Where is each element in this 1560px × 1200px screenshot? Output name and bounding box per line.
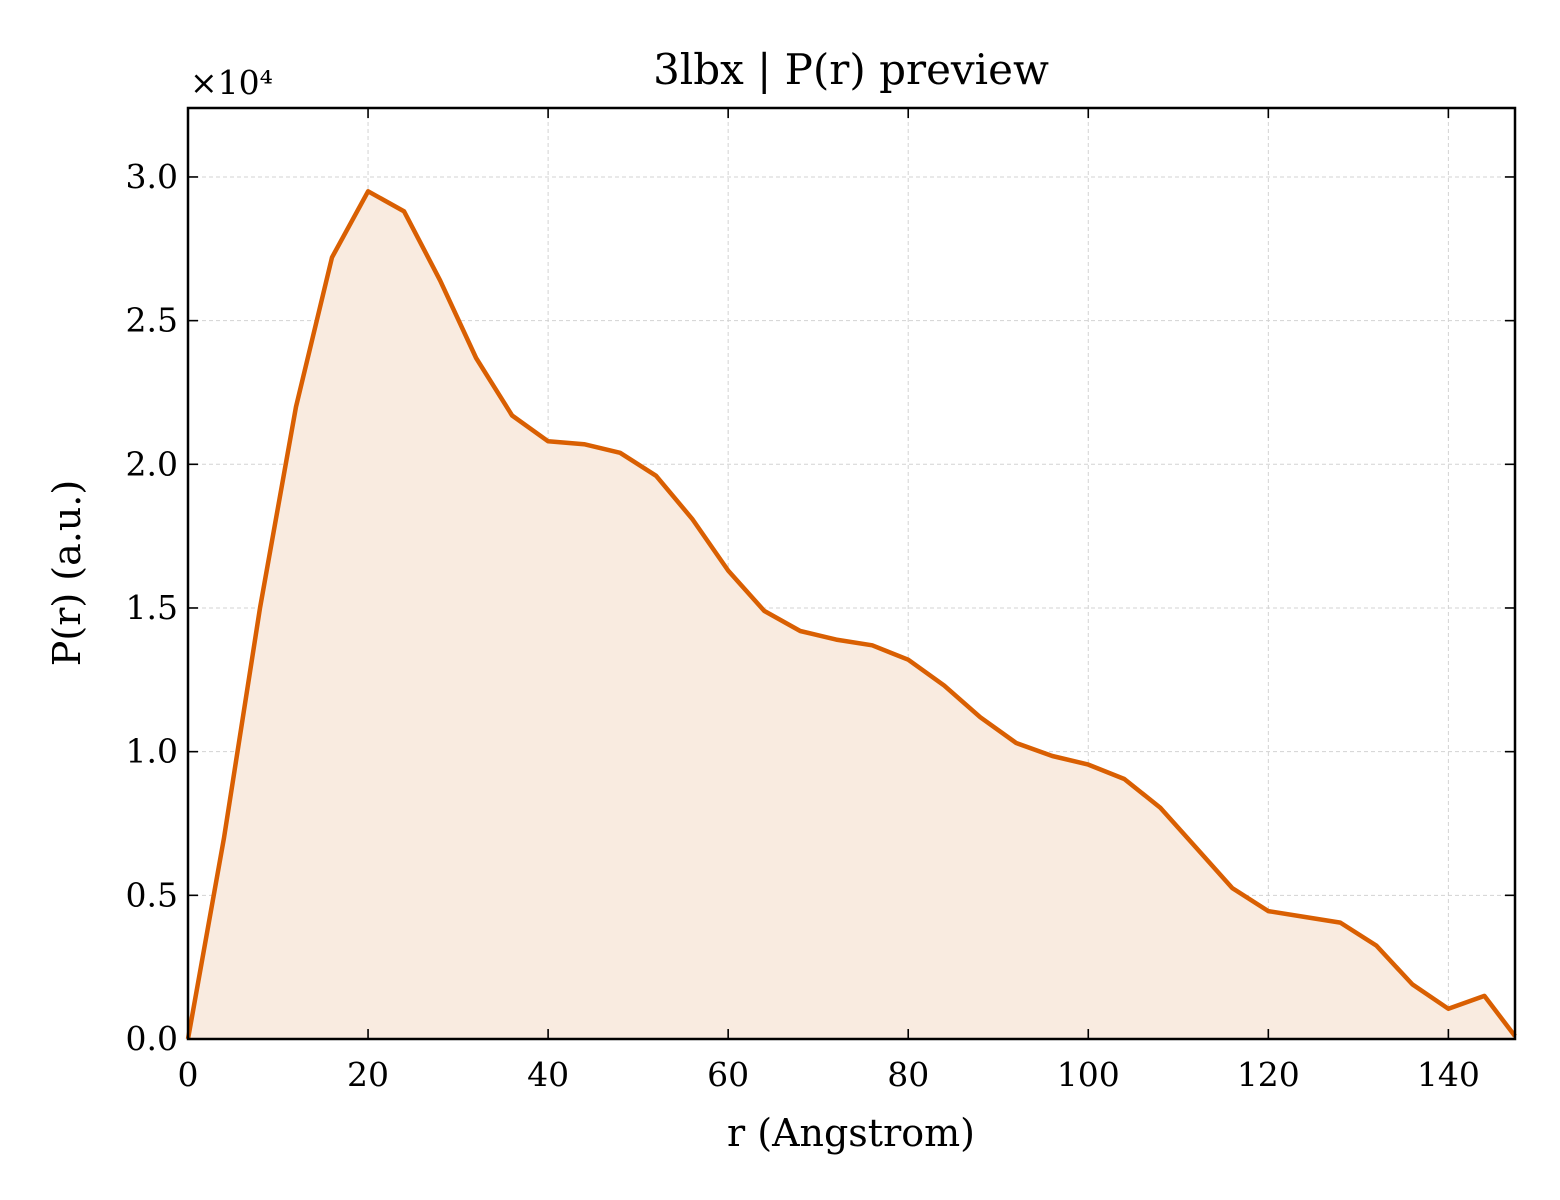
y-tick-label: 1.0 bbox=[126, 732, 178, 771]
chart-title: 3lbx | P(r) preview bbox=[653, 45, 1049, 94]
x-tick-label: 40 bbox=[527, 1055, 569, 1094]
plot-frame bbox=[186, 106, 1517, 1041]
x-tick-label: 120 bbox=[1237, 1055, 1300, 1094]
x-tick-label: 60 bbox=[707, 1055, 749, 1094]
pr-area-fill bbox=[188, 191, 1515, 1040]
axis-ticks: 0 20 40 60 80 100 120 140 0.0 0.5 1.0 1.5 2.0 2.5 3.0 bbox=[126, 108, 1515, 1094]
x-tick-label: 20 bbox=[347, 1055, 389, 1094]
y-tick-label: 2.5 bbox=[126, 301, 178, 340]
y-offset-label: ×10⁴ bbox=[190, 63, 273, 102]
x-tick-label: 80 bbox=[887, 1055, 929, 1094]
x-tick-label: 0 bbox=[178, 1055, 199, 1094]
y-tick-label: 0.0 bbox=[126, 1019, 178, 1058]
x-tick-label: 140 bbox=[1417, 1055, 1480, 1094]
y-tick-label: 1.5 bbox=[126, 588, 178, 627]
x-tick-label: 100 bbox=[1057, 1055, 1120, 1094]
y-axis-label: P(r) (a.u.) bbox=[45, 480, 89, 666]
y-tick-label: 3.0 bbox=[126, 157, 178, 196]
y-tick-label: 0.5 bbox=[126, 875, 178, 914]
data-area bbox=[188, 191, 1515, 1040]
data-series bbox=[185, 189, 1517, 1040]
y-tick-label: 2.0 bbox=[126, 444, 178, 483]
pr-line bbox=[185, 189, 1517, 1040]
x-axis-label: r (Angstrom) bbox=[727, 1111, 975, 1155]
